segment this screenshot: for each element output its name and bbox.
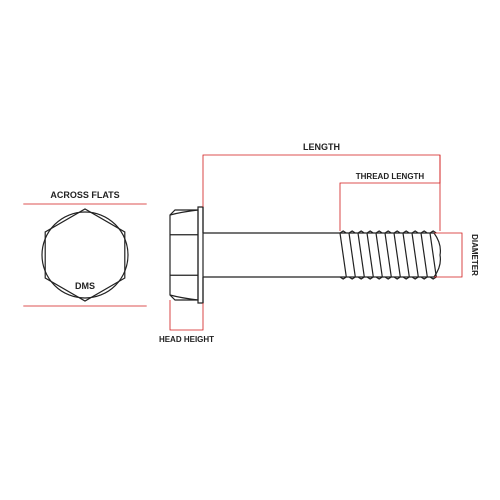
label-thread-length: THREAD LENGTH [356, 172, 425, 181]
bolt-diagram: ACROSS FLATS DMS LENGTH THREAD LENGTH HE… [0, 0, 500, 500]
label-length: LENGTH [303, 142, 340, 152]
label-across-flats: ACROSS FLATS [50, 190, 119, 200]
hex-head-front-view: ACROSS FLATS DMS [23, 190, 146, 306]
label-dms: DMS [75, 281, 95, 291]
bolt-side-view [170, 207, 440, 303]
label-diameter: DIAMETER [470, 234, 479, 276]
label-head-height: HEAD HEIGHT [159, 335, 214, 344]
